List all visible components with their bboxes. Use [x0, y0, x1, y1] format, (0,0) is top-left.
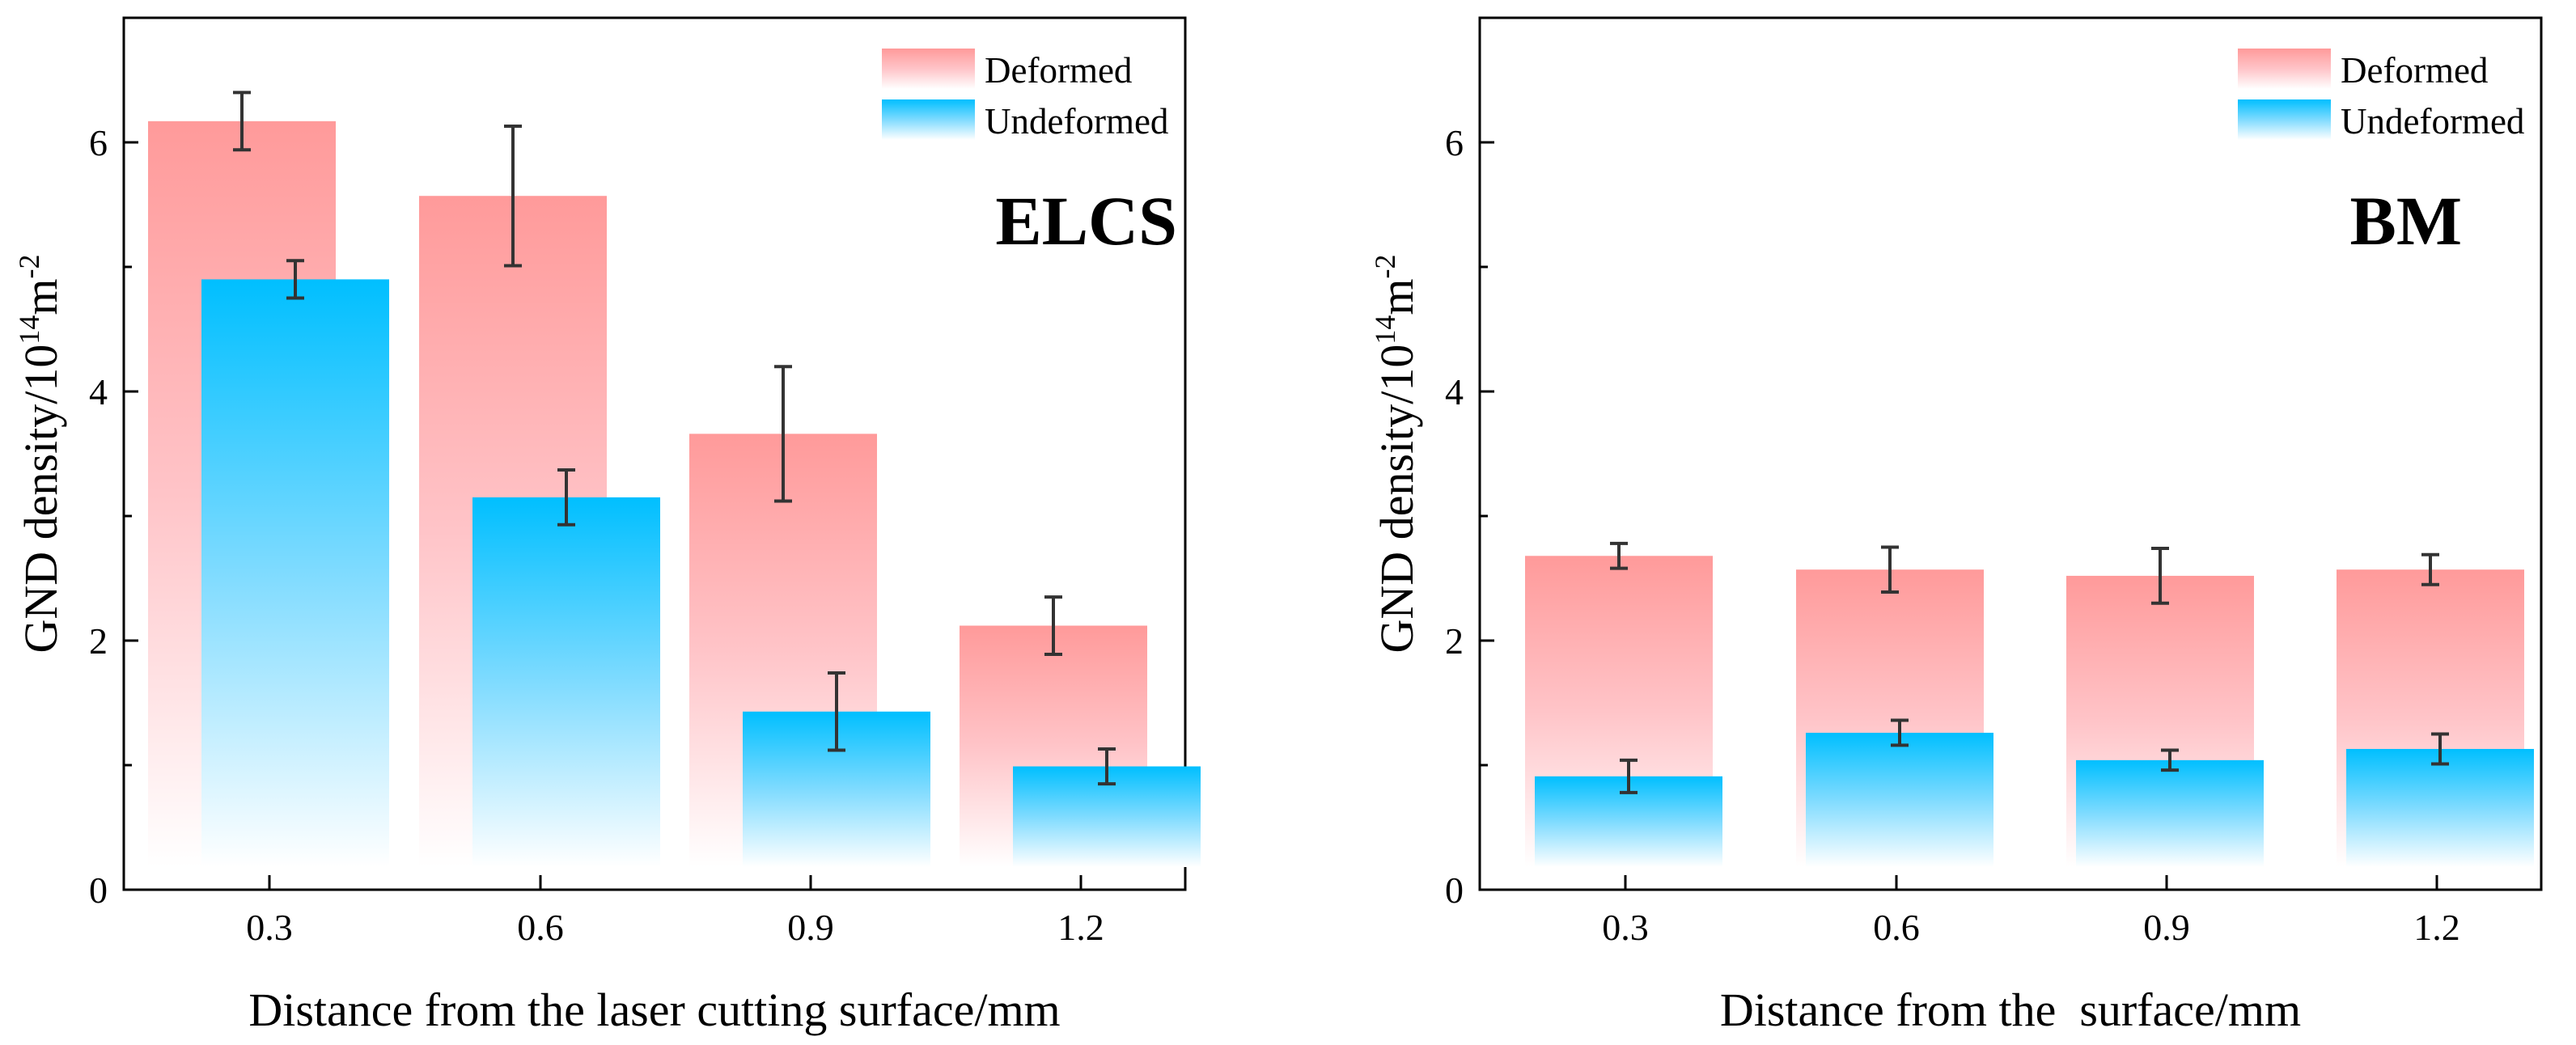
bar-undeformed-0-6	[472, 497, 660, 867]
y-tick-label: 4	[1445, 371, 1464, 412]
x-axis-ticks: 0.3 0.6 0.9 1.2	[1602, 875, 2460, 948]
plot-frame	[1478, 16, 2543, 891]
legend: Deformed Undeformed	[882, 49, 1168, 142]
x-tick-label: 0.6	[517, 907, 564, 948]
chart-panel-bm: 0 2 4 6 0.3 0.6 0.9 1.2 Distance from the surf…	[1369, 16, 2543, 1036]
legend-label-deformed: Deformed	[2341, 50, 2488, 91]
error-bar-undeformed-1-2	[1098, 747, 1116, 786]
x-axis-title: Distance from the laser cutting surface/…	[248, 984, 1060, 1036]
legend-swatch-undeformed	[2238, 99, 2331, 140]
y-tick-label: 0	[89, 869, 108, 911]
bar-undeformed-0-3	[201, 279, 389, 867]
x-tick-label: 0.9	[2143, 907, 2190, 948]
y-tick-label: 4	[89, 371, 108, 412]
bars	[1525, 541, 2534, 867]
y-axis-title: GND density/1014m-2	[13, 255, 67, 654]
y-tick-label: 6	[89, 122, 108, 163]
error-bar-deformed-0-9	[774, 365, 792, 503]
chart-panel-elcs: 0 2 4 6 0.3 0.6 0.9 1.2 Distance from the lase…	[13, 16, 1201, 1036]
y-tick-label: 6	[1445, 122, 1464, 163]
bars	[148, 91, 1201, 868]
error-bar-undeformed-0-9	[2161, 748, 2179, 772]
error-bar-undeformed-0-6	[557, 468, 575, 527]
error-bar-undeformed-0-6	[1891, 718, 1909, 747]
legend-label-undeformed: Undeformed	[985, 101, 1168, 142]
y-tick-label: 2	[89, 620, 108, 662]
x-axis-title: Distance from the surface/mm	[1720, 984, 2301, 1036]
panel-label: BM	[2349, 182, 2462, 260]
x-tick-label: 0.3	[1602, 907, 1649, 948]
legend-swatch-undeformed	[882, 99, 975, 140]
bar-undeformed-1-2	[2346, 748, 2534, 867]
legend-swatch-deformed	[2238, 49, 2331, 89]
error-bar-undeformed-1-2	[2431, 732, 2449, 766]
y-axis-ticks: 0 2 4 6	[89, 122, 138, 911]
x-tick-label: 0.6	[1873, 907, 1920, 948]
x-tick-label: 1.2	[1057, 907, 1104, 948]
x-tick-label: 0.9	[787, 907, 834, 948]
x-tick-label: 0.3	[246, 907, 293, 948]
legend-label-deformed: Deformed	[985, 50, 1132, 91]
error-bar-deformed-1-2	[1044, 595, 1062, 656]
legend-label-undeformed: Undeformed	[2341, 101, 2524, 142]
error-bar-deformed-1-2	[2421, 552, 2439, 586]
y-tick-label: 2	[1445, 620, 1464, 662]
plot-frame	[122, 16, 1187, 891]
error-bar-undeformed-0-3	[1620, 758, 1638, 794]
error-bar-deformed-0-6	[504, 124, 522, 268]
error-bar-deformed-0-9	[2151, 547, 2169, 605]
y-tick-label: 0	[1445, 869, 1464, 911]
error-bar-undeformed-0-3	[286, 259, 304, 300]
error-bar-deformed-0-3	[233, 91, 251, 152]
x-tick-label: 1.2	[2413, 907, 2460, 948]
bar-undeformed-0-6	[1806, 732, 1993, 867]
error-bar-undeformed-0-9	[828, 671, 845, 752]
error-bar-deformed-0-3	[1610, 541, 1628, 570]
bar-undeformed-0-9	[2076, 759, 2264, 867]
legend: Deformed Undeformed	[2238, 49, 2524, 142]
panel-label: ELCS	[995, 182, 1177, 260]
legend-swatch-deformed	[882, 49, 975, 89]
error-bar-deformed-0-6	[1881, 545, 1899, 594]
y-axis-ticks: 0 2 4 6	[1445, 122, 1494, 911]
y-axis-title: GND density/1014m-2	[1369, 255, 1423, 654]
x-axis-ticks: 0.3 0.6 0.9 1.2	[246, 875, 1104, 948]
